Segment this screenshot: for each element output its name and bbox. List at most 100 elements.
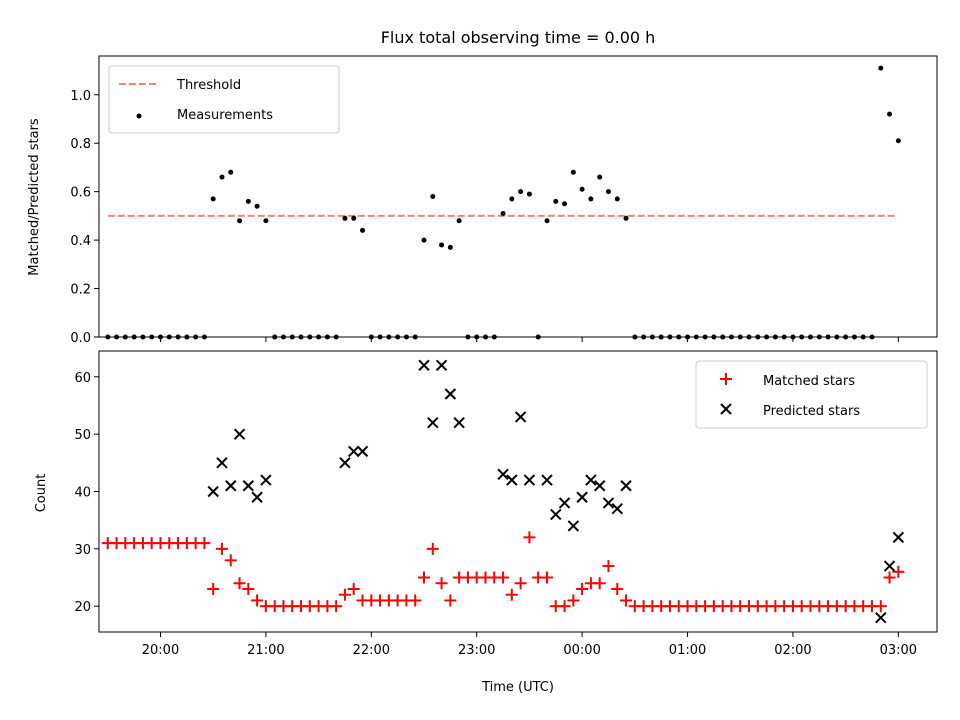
x-tick-label: 02:00 bbox=[774, 643, 811, 658]
predicted-point bbox=[339, 457, 351, 469]
measurement-point bbox=[570, 169, 576, 175]
predicted-point bbox=[216, 457, 228, 469]
matched-point bbox=[540, 571, 553, 584]
bottom-data bbox=[101, 359, 905, 624]
predicted-point bbox=[541, 474, 553, 486]
predicted-legend-label: Predicted stars bbox=[763, 404, 860, 419]
matched-point bbox=[505, 588, 518, 601]
predicted-point bbox=[427, 416, 439, 429]
measurement-point bbox=[360, 227, 366, 233]
matched-point bbox=[207, 582, 220, 595]
y-tick-label: 0.2 bbox=[70, 283, 91, 298]
measurement-point bbox=[597, 174, 603, 180]
top-legend: Threshold Measurements bbox=[108, 65, 340, 134]
matched-point bbox=[497, 571, 510, 584]
y-tick-label: 50 bbox=[74, 428, 91, 443]
measurement-point bbox=[588, 196, 594, 202]
top-panel: Flux total observing time = 0.00 h 0.00.… bbox=[27, 28, 938, 346]
matched-point bbox=[418, 571, 431, 584]
predicted-point bbox=[550, 508, 562, 521]
top-axes-frame bbox=[98, 55, 938, 338]
y-tick-label: 30 bbox=[74, 543, 91, 558]
matched-point bbox=[611, 582, 624, 595]
top-data bbox=[105, 65, 901, 340]
predicted-point bbox=[260, 474, 272, 486]
predicted-point bbox=[585, 474, 597, 486]
matched-point bbox=[558, 600, 571, 613]
matched-point bbox=[242, 582, 255, 595]
measurement-point bbox=[228, 169, 234, 175]
measurement-point bbox=[509, 196, 515, 202]
predicted-point bbox=[875, 611, 887, 624]
predicted-point bbox=[514, 411, 527, 423]
x-tick-label: 20:00 bbox=[142, 643, 179, 658]
measurement-point bbox=[553, 198, 559, 204]
bottom-legend-box bbox=[695, 360, 928, 429]
matched-point bbox=[330, 600, 343, 613]
measurement-point bbox=[614, 196, 620, 202]
matched-point bbox=[523, 531, 536, 544]
matched-point bbox=[198, 537, 211, 550]
matched-point bbox=[620, 594, 633, 607]
measurement-point bbox=[878, 65, 884, 71]
x-tick-label: 23:00 bbox=[458, 643, 495, 658]
measurement-point bbox=[254, 203, 260, 209]
predicted-point bbox=[435, 359, 448, 372]
measurement-point bbox=[219, 174, 225, 180]
predicted-point bbox=[453, 416, 465, 429]
matched-point bbox=[409, 594, 422, 607]
x-tick-label: 22:00 bbox=[353, 643, 390, 658]
measurement-point bbox=[526, 191, 532, 197]
predicted-point bbox=[497, 468, 509, 481]
x-tick-label: 00:00 bbox=[563, 643, 600, 658]
measurement-point bbox=[456, 218, 462, 224]
measurement-point bbox=[351, 215, 357, 221]
measurements-legend-label: Measurements bbox=[177, 108, 273, 123]
matched-point bbox=[892, 565, 905, 578]
y-tick-label: 0.4 bbox=[70, 234, 91, 249]
predicted-point bbox=[558, 497, 571, 509]
measurement-point bbox=[605, 189, 611, 195]
bottom-axes-frame bbox=[98, 350, 938, 633]
bottom-xlabel: Time (UTC) bbox=[481, 680, 554, 695]
predicted-point bbox=[418, 359, 430, 372]
measurement-point bbox=[430, 194, 436, 199]
predicted-point bbox=[348, 445, 360, 458]
matched-point bbox=[215, 542, 228, 555]
measurement-point bbox=[887, 111, 893, 117]
predicted-point bbox=[444, 388, 457, 400]
matched-point bbox=[576, 582, 589, 595]
matched-point bbox=[514, 577, 527, 590]
top-ticks: 0.0 0.2 0.4 0.6 0.8 1.0 bbox=[70, 89, 899, 346]
measurement-point bbox=[579, 186, 585, 192]
y-tick-label: 0.6 bbox=[70, 186, 91, 201]
matched-legend-label: Matched stars bbox=[763, 374, 855, 389]
bottom-legend: Matched stars Predicted stars bbox=[695, 360, 928, 429]
top-panel-title: Flux total observing time = 0.00 h bbox=[381, 28, 656, 47]
measurement-point bbox=[544, 218, 550, 224]
y-tick-label: 1.0 bbox=[70, 89, 91, 104]
top-legend-box bbox=[108, 65, 340, 134]
matched-point bbox=[347, 582, 360, 595]
predicted-point bbox=[611, 502, 623, 515]
measurement-point bbox=[421, 237, 427, 243]
measurement-point bbox=[895, 138, 901, 144]
x-tick-label: 21:00 bbox=[247, 643, 284, 658]
measurement-point bbox=[500, 210, 506, 216]
matched-point bbox=[602, 560, 615, 573]
matched-legend-swatch bbox=[720, 373, 732, 385]
predicted-point bbox=[593, 480, 606, 492]
predicted-point bbox=[567, 520, 580, 532]
predicted-point bbox=[576, 491, 588, 503]
matched-point bbox=[883, 571, 896, 584]
matched-point bbox=[426, 542, 439, 555]
bottom-ticks: 20:00 21:00 22:00 23:00 00:00 01:00 02:00 03:00… bbox=[74, 371, 917, 658]
bottom-panel: 20:00 21:00 22:00 23:00 00:00 01:00 02:00 03:00… bbox=[34, 350, 938, 695]
predicted-point bbox=[620, 480, 632, 492]
measurement-point bbox=[562, 201, 568, 207]
predicted-point bbox=[356, 445, 369, 458]
measurement-point bbox=[342, 215, 348, 221]
predicted-point bbox=[207, 485, 219, 498]
matched-point bbox=[435, 577, 448, 590]
